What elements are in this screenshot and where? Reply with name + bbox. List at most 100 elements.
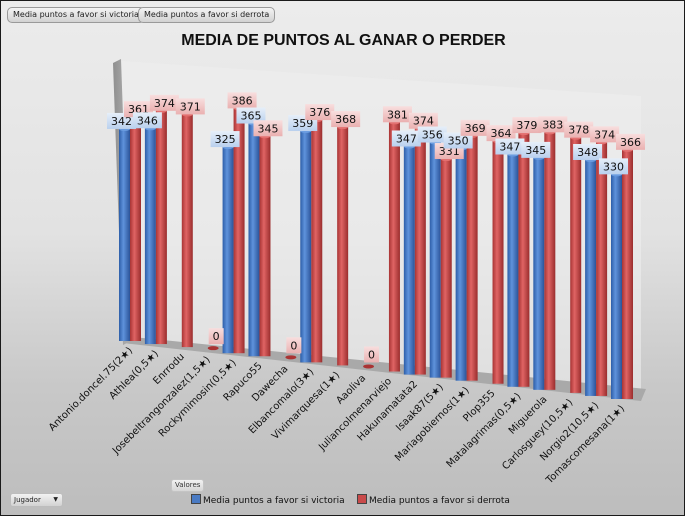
bar-zero-3 [207, 346, 219, 351]
svg-text:330: 330 [603, 160, 624, 173]
data-label-victoria-11: 347 [391, 130, 421, 147]
data-label-derrota-3: 0 [208, 328, 224, 345]
svg-text:325: 325 [215, 133, 236, 146]
bar-derrota-1[interactable] [155, 110, 167, 345]
svg-text:350: 350 [448, 134, 469, 147]
bar-derrota-15[interactable] [518, 133, 530, 387]
svg-text:347: 347 [499, 140, 520, 153]
svg-text:348: 348 [577, 146, 598, 159]
bar-derrota-18[interactable] [596, 142, 608, 396]
data-label-victoria-5: 365 [236, 107, 266, 124]
bar-victoria-1[interactable] [144, 128, 156, 345]
svg-text:374: 374 [594, 128, 615, 141]
data-label-derrota-8: 368 [331, 111, 361, 128]
svg-text:0: 0 [290, 339, 297, 352]
data-label-derrota-15: 379 [512, 117, 542, 134]
values-field-button[interactable]: Valores [171, 479, 205, 492]
data-label-derrota-6: 0 [286, 337, 302, 354]
bar-victoria-4[interactable] [222, 147, 234, 354]
bar-derrota-14[interactable] [492, 141, 504, 384]
data-label-derrota-10: 381 [382, 106, 412, 123]
data-label-derrota-16: 383 [538, 116, 568, 133]
bar-victoria-5[interactable] [248, 123, 260, 357]
legend-item-derrota: Media puntos a favor si derrota [357, 494, 510, 506]
data-label-derrota-2: 371 [175, 98, 205, 115]
bar-victoria-11[interactable] [403, 146, 415, 375]
bar-victoria-15[interactable] [507, 154, 519, 387]
svg-text:0: 0 [213, 330, 220, 343]
data-label-victoria-15: 347 [495, 138, 525, 155]
svg-text:374: 374 [154, 97, 175, 110]
data-label-victoria-13: 350 [443, 132, 473, 149]
axis-field-dropdown[interactable]: Jugador ▼ [10, 493, 63, 507]
data-label-victoria-18: 348 [573, 143, 603, 160]
data-label-derrota-19: 366 [616, 133, 645, 150]
data-label-derrota-4: 386 [227, 92, 257, 109]
svg-text:359: 359 [292, 117, 313, 130]
svg-text:345: 345 [257, 122, 278, 135]
bar-derrota-7[interactable] [311, 120, 323, 363]
bar-zero-6 [285, 355, 297, 360]
bar-derrota-11[interactable] [414, 128, 426, 375]
data-label-derrota-14: 364 [486, 125, 516, 142]
svg-text:378: 378 [568, 124, 589, 137]
svg-text:345: 345 [525, 144, 546, 157]
svg-text:365: 365 [240, 110, 261, 123]
svg-text:371: 371 [180, 100, 201, 113]
chart-title: MEDIA DE PUNTOS AL GANAR O PERDER [181, 32, 506, 49]
data-label-derrota-17: 378 [564, 121, 594, 138]
chevron-down-icon: ▼ [53, 496, 58, 503]
svg-text:369: 369 [465, 122, 486, 135]
legend-item-victoria: Media puntos a favor si victoria [191, 494, 345, 506]
svg-text:0: 0 [368, 348, 375, 361]
data-label-derrota-5: 345 [253, 120, 283, 137]
svg-text:368: 368 [335, 113, 356, 126]
bar-victoria-12[interactable] [429, 142, 441, 378]
bar-derrota-0[interactable] [130, 117, 141, 342]
bar-derrota-19[interactable] [622, 149, 633, 399]
data-label-derrota-9: 0 [364, 346, 380, 363]
bar-victoria-18[interactable] [585, 159, 597, 396]
svg-text:366: 366 [620, 136, 641, 149]
svg-text:376: 376 [309, 106, 330, 119]
svg-text:381: 381 [387, 108, 408, 121]
bar-victoria-13[interactable] [455, 148, 467, 381]
legend-label-victoria: Media puntos a favor si victoria [203, 496, 345, 506]
bar-victoria-0[interactable] [119, 128, 130, 341]
data-label-derrota-11: 374 [408, 112, 438, 129]
bar-derrota-8[interactable] [337, 127, 349, 366]
legend-label-derrota: Media puntos a favor si derrota [369, 496, 510, 506]
svg-text:379: 379 [516, 119, 537, 132]
data-label-victoria-12: 356 [417, 126, 447, 143]
axis-field-label: Jugador [14, 496, 41, 504]
svg-text:374: 374 [413, 115, 434, 128]
bar-derrota-17[interactable] [570, 137, 582, 393]
bar-derrota-5[interactable] [259, 136, 271, 357]
bar-derrota-16[interactable] [544, 132, 556, 390]
bar-victoria-7[interactable] [300, 131, 312, 363]
data-label-derrota-18: 374 [590, 126, 620, 143]
svg-text:383: 383 [542, 118, 563, 131]
svg-text:386: 386 [232, 94, 253, 107]
svg-text:347: 347 [396, 132, 417, 145]
data-label-derrota-1: 374 [149, 94, 179, 111]
data-label-victoria-4: 325 [210, 131, 240, 148]
bar-derrota-13[interactable] [466, 135, 478, 381]
data-label-victoria-19: 330 [599, 158, 628, 175]
bar-derrota-12[interactable] [440, 159, 452, 378]
bar-zero-9 [363, 364, 375, 369]
bar-victoria-19[interactable] [611, 174, 622, 399]
bar-derrota-2[interactable] [181, 114, 193, 348]
bar-victoria-16[interactable] [533, 157, 545, 390]
svg-text:364: 364 [491, 127, 512, 140]
svg-text:342: 342 [111, 115, 132, 128]
bar-derrota-4[interactable] [233, 108, 245, 354]
data-label-derrota-7: 376 [305, 104, 335, 121]
legend-swatch-victoria [191, 494, 201, 504]
legend-swatch-derrota [357, 494, 367, 504]
data-label-derrota-13: 369 [460, 119, 490, 136]
bar-derrota-10[interactable] [388, 122, 400, 372]
series-field-button-derrota[interactable]: Media puntos a favor si derrota [138, 7, 276, 23]
